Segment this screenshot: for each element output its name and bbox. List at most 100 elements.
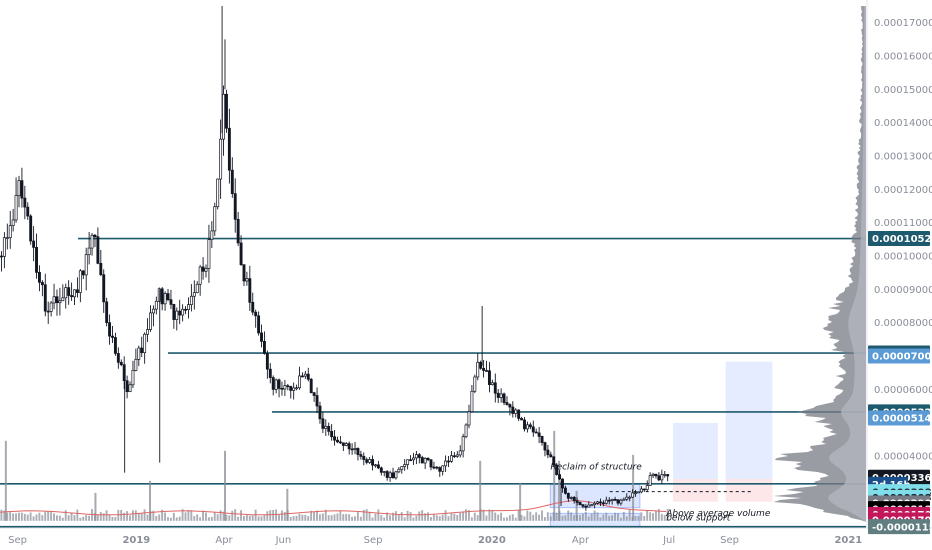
candle-body [438,467,442,472]
volume-bar [187,510,190,521]
volume-bar [269,510,272,521]
volume-bar [234,509,237,521]
candle-body [306,373,310,380]
volume-bar [467,510,470,521]
candle-body [32,240,36,248]
price-tag [868,231,930,247]
volume-bar [99,512,102,521]
candle-body [8,225,12,239]
candle-body [631,492,635,498]
candle-body [397,468,401,473]
volume-bar [430,517,432,521]
candle-body [353,448,357,450]
candle-body [289,386,293,391]
time-tick-label: Sep [720,535,739,546]
volume-bar [240,510,242,521]
volume-bar [546,512,549,521]
candle-body [429,459,433,468]
volume-spike [558,460,561,521]
candle-body [151,308,155,314]
volume-bar [465,509,467,521]
candle-body [616,499,620,504]
volume-bar [374,513,377,521]
price-tag [868,519,930,535]
candle-body [590,504,594,507]
candle-body [610,499,614,501]
candle-body [40,281,44,286]
volume-bar [637,516,640,521]
volume-bar [20,512,23,521]
candle-body [262,340,266,354]
volume-bar [333,514,336,521]
candle-body [321,418,325,429]
candle-body [175,310,179,320]
candle-body [11,219,15,226]
candle-body [309,378,313,394]
volume-profile-layer [773,6,866,522]
volume-bar [181,509,184,521]
candle-body [365,459,369,463]
volume-bar [377,509,380,521]
candle-body [645,485,649,490]
volume-bar [47,511,50,521]
candle-body [283,385,287,390]
volume-bar [371,517,374,521]
candle-body [458,450,462,456]
volume-bar [301,514,304,521]
candle-body [467,411,471,426]
candle-body [172,304,176,320]
candle-body [312,392,316,396]
candle-body [178,310,182,316]
candle-body [201,266,205,272]
volume-bar [266,511,269,521]
candle-body [46,310,50,313]
candle-body [49,302,53,312]
volume-spike [148,480,151,521]
volume-bar [354,516,356,521]
candle-body [222,93,225,140]
volume-bar [412,517,415,521]
volume-bar [634,515,637,521]
candle-body [356,448,360,455]
price-tag [868,410,930,426]
candle-body [154,300,158,310]
volume-bar [102,513,105,521]
time-tick-label: 2021 [834,535,862,546]
volume-bar [29,512,32,521]
volume-bar [242,515,245,521]
volume-bar [140,513,143,521]
candle-body [37,272,41,283]
volume-bar [237,516,240,521]
volume-bar [275,509,278,521]
price-tag-label: 0.00005140 [872,414,932,425]
volume-bar [508,515,511,521]
candle-body [552,456,556,466]
candle-body [596,501,600,504]
volume-bar [514,517,517,521]
volume-bar [251,515,254,521]
candle-body [239,242,243,266]
volume-bar [88,515,91,521]
annotation-text: Above average volume [665,509,771,519]
volume-bar [193,516,196,521]
volume-spike [519,482,522,521]
price-tick-label: 0.00008000 [874,318,932,329]
candle-body [87,247,91,256]
candle-body [537,432,541,437]
candle-body [555,464,559,475]
boxes-layer [549,361,773,529]
candle-body [505,402,509,405]
volume-bar [278,514,280,521]
volume-bar [53,513,55,521]
candle-body [520,418,524,421]
candle-body [417,454,421,458]
volume-bar [450,512,453,521]
volume-bar [646,510,649,521]
candle-body [634,492,637,495]
candle-body [271,377,275,390]
candle-body [654,473,658,477]
candle-body [5,237,9,240]
